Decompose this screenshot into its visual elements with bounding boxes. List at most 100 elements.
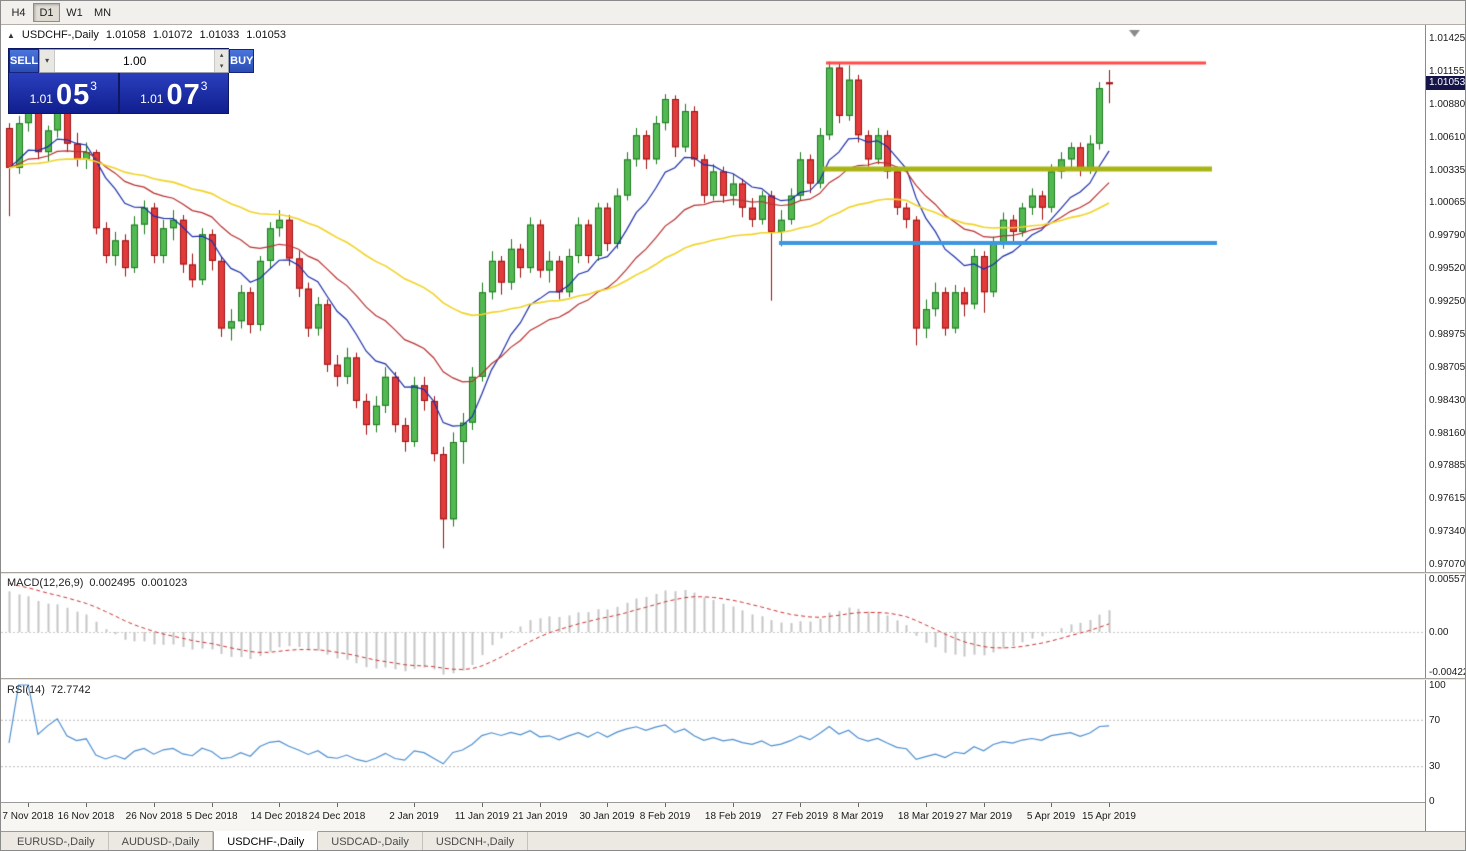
sell-price-display[interactable]: 1.01 05 3 [9,73,118,113]
buy-price-prefix: 1.01 [140,92,164,106]
date-axis-label: 27 Feb 2019 [771,811,829,822]
buy-price-display[interactable]: 1.01 07 3 [119,73,228,113]
date-axis-label: 8 Feb 2019 [639,811,691,822]
rsi-value: 72.7742 [50,684,91,696]
date-axis-label: 2 Jan 2019 [389,811,439,822]
tab-usdcad-daily[interactable]: USDCAD-,Daily [318,832,423,850]
date-tick [607,803,608,807]
price-axis-label: 0.97885 [1429,460,1466,472]
date-axis-label: 11 Jan 2019 [454,811,510,822]
rsi-name: RSI(14) [7,684,45,696]
date-tick [926,803,927,807]
date-axis-label: 24 Dec 2018 [308,811,366,822]
price-axis-label: 0.98160 [1429,427,1466,439]
open-value: 1.01058 [105,29,146,41]
volume-control: ▾ ▴▾ [39,49,230,73]
timeframe-toolbar: H4 D1 W1 MN [1,1,1465,25]
date-axis-label: 5 Apr 2019 [1026,811,1076,822]
macd-label: MACD(12,26,9) 0.002495 0.001023 [7,577,187,589]
rsi-axis-label: 0 [1429,796,1435,807]
chart-tab-bar: EURUSD-,Daily AUDUSD-,Daily USDCHF-,Dail… [1,831,1465,850]
tab-audusd-daily[interactable]: AUDUSD-,Daily [109,832,214,850]
price-axis-label: 1.00065 [1429,197,1466,209]
panel-separator[interactable] [1,572,1465,574]
timeframe-mn-button[interactable]: MN [89,3,116,22]
macd-main-value: 0.002495 [89,577,136,589]
rsi-indicator-canvas[interactable] [1,680,1425,802]
date-axis-label: 5 Dec 2018 [186,811,238,822]
date-tick [279,803,280,807]
candlestick-chart-canvas[interactable] [1,25,1425,572]
panel-separator[interactable] [1,678,1465,680]
date-tick [858,803,859,807]
date-axis-label: 16 Nov 2018 [57,811,115,822]
date-tick [482,803,483,807]
date-tick [540,803,541,807]
rsi-label: RSI(14) 72.7742 [7,684,91,696]
buy-button[interactable]: BUY [229,49,255,73]
volume-spinner[interactable]: ▴ ▾ [214,50,229,72]
sell-price-big: 05 [55,79,91,112]
date-axis-label: 18 Feb 2019 [704,811,762,822]
price-axis-label: 0.98705 [1429,361,1466,373]
date-axis-label: 27 Mar 2019 [955,811,1013,822]
price-axis-label: 0.97070 [1429,559,1466,570]
date-tick [154,803,155,807]
price-axis-label: 1.00610 [1429,131,1466,143]
price-axis-label: 1.00880 [1429,98,1466,110]
volume-up-icon[interactable]: ▴ [219,52,224,59]
price-axis-label: 0.97340 [1429,526,1466,538]
chart-ohlc-header: ▲ USDCHF-,Daily 1.01058 1.01072 1.01033 … [7,29,286,41]
date-axis-label: 7 Nov 2018 [2,811,54,822]
price-axis-label: 0.99250 [1429,296,1466,307]
tab-eurusd-daily[interactable]: EURUSD-,Daily [4,832,109,850]
symbol-label: USDCHF-,Daily [21,29,99,41]
date-tick [1109,803,1110,807]
timeframe-d1-button[interactable]: D1 [33,3,60,22]
volume-dropdown-icon[interactable]: ▾ [40,50,56,72]
date-tick [1051,803,1052,807]
sell-button[interactable]: SELL [9,49,40,73]
tab-usdchf-daily[interactable]: USDCHF-,Daily [213,831,319,850]
date-axis[interactable]: 7 Nov 2018 16 Nov 2018 26 Nov 2018 5 Dec 20… [1,802,1425,831]
sell-price-prefix: 1.01 [29,92,53,106]
date-axis-label: 8 Mar 2019 [832,811,884,822]
one-click-toggle-icon[interactable]: ▲ [7,30,15,40]
macd-name: MACD(12,26,9) [7,577,84,589]
date-axis-label: 14 Dec 2018 [250,811,308,822]
date-tick [414,803,415,807]
date-tick [28,803,29,807]
volume-input[interactable] [55,50,215,72]
date-tick [984,803,985,807]
macd-signal-value: 0.001023 [141,577,188,589]
current-price-badge: 1.01053 [1426,75,1465,90]
price-axis-label: 0.99790 [1429,230,1466,242]
date-tick [800,803,801,807]
date-tick [733,803,734,807]
price-axis-label: 0.98975 [1429,328,1466,340]
price-axis-column[interactable]: 1.01053 1.01425 1.01155 1.00880 1.00610 1.00… [1425,25,1466,831]
date-axis-label: 30 Jan 2019 [579,811,635,822]
macd-axis-label: 0.00 [1429,627,1449,638]
macd-axis-label: -0.00422 [1429,667,1466,679]
volume-down-icon[interactable]: ▾ [219,63,224,70]
macd-indicator-canvas[interactable] [1,574,1425,678]
date-axis-label: 21 Jan 2019 [512,811,568,822]
timeframe-w1-button[interactable]: W1 [61,3,88,22]
date-tick [86,803,87,807]
price-axis-label: 1.00335 [1429,164,1466,176]
close-value: 1.01053 [246,29,286,41]
macd-axis-label: 0.00557 [1429,574,1466,585]
date-axis-label: 15 Apr 2019 [1082,811,1136,822]
chart-workspace: 7 Nov 2018 16 Nov 2018 26 Nov 2018 5 Dec 20… [1,25,1465,831]
date-axis-label: 18 Mar 2019 [897,811,955,822]
low-value: 1.01033 [199,29,240,41]
buy-price-big: 07 [166,79,201,112]
rsi-axis-label: 30 [1429,761,1441,773]
date-tick [337,803,338,807]
tab-usdcnh-daily[interactable]: USDCNH-,Daily [423,832,529,850]
rsi-axis-label: 100 [1429,680,1446,691]
buy-price-sup: 3 [200,79,208,93]
timeframe-h4-button[interactable]: H4 [5,3,32,22]
